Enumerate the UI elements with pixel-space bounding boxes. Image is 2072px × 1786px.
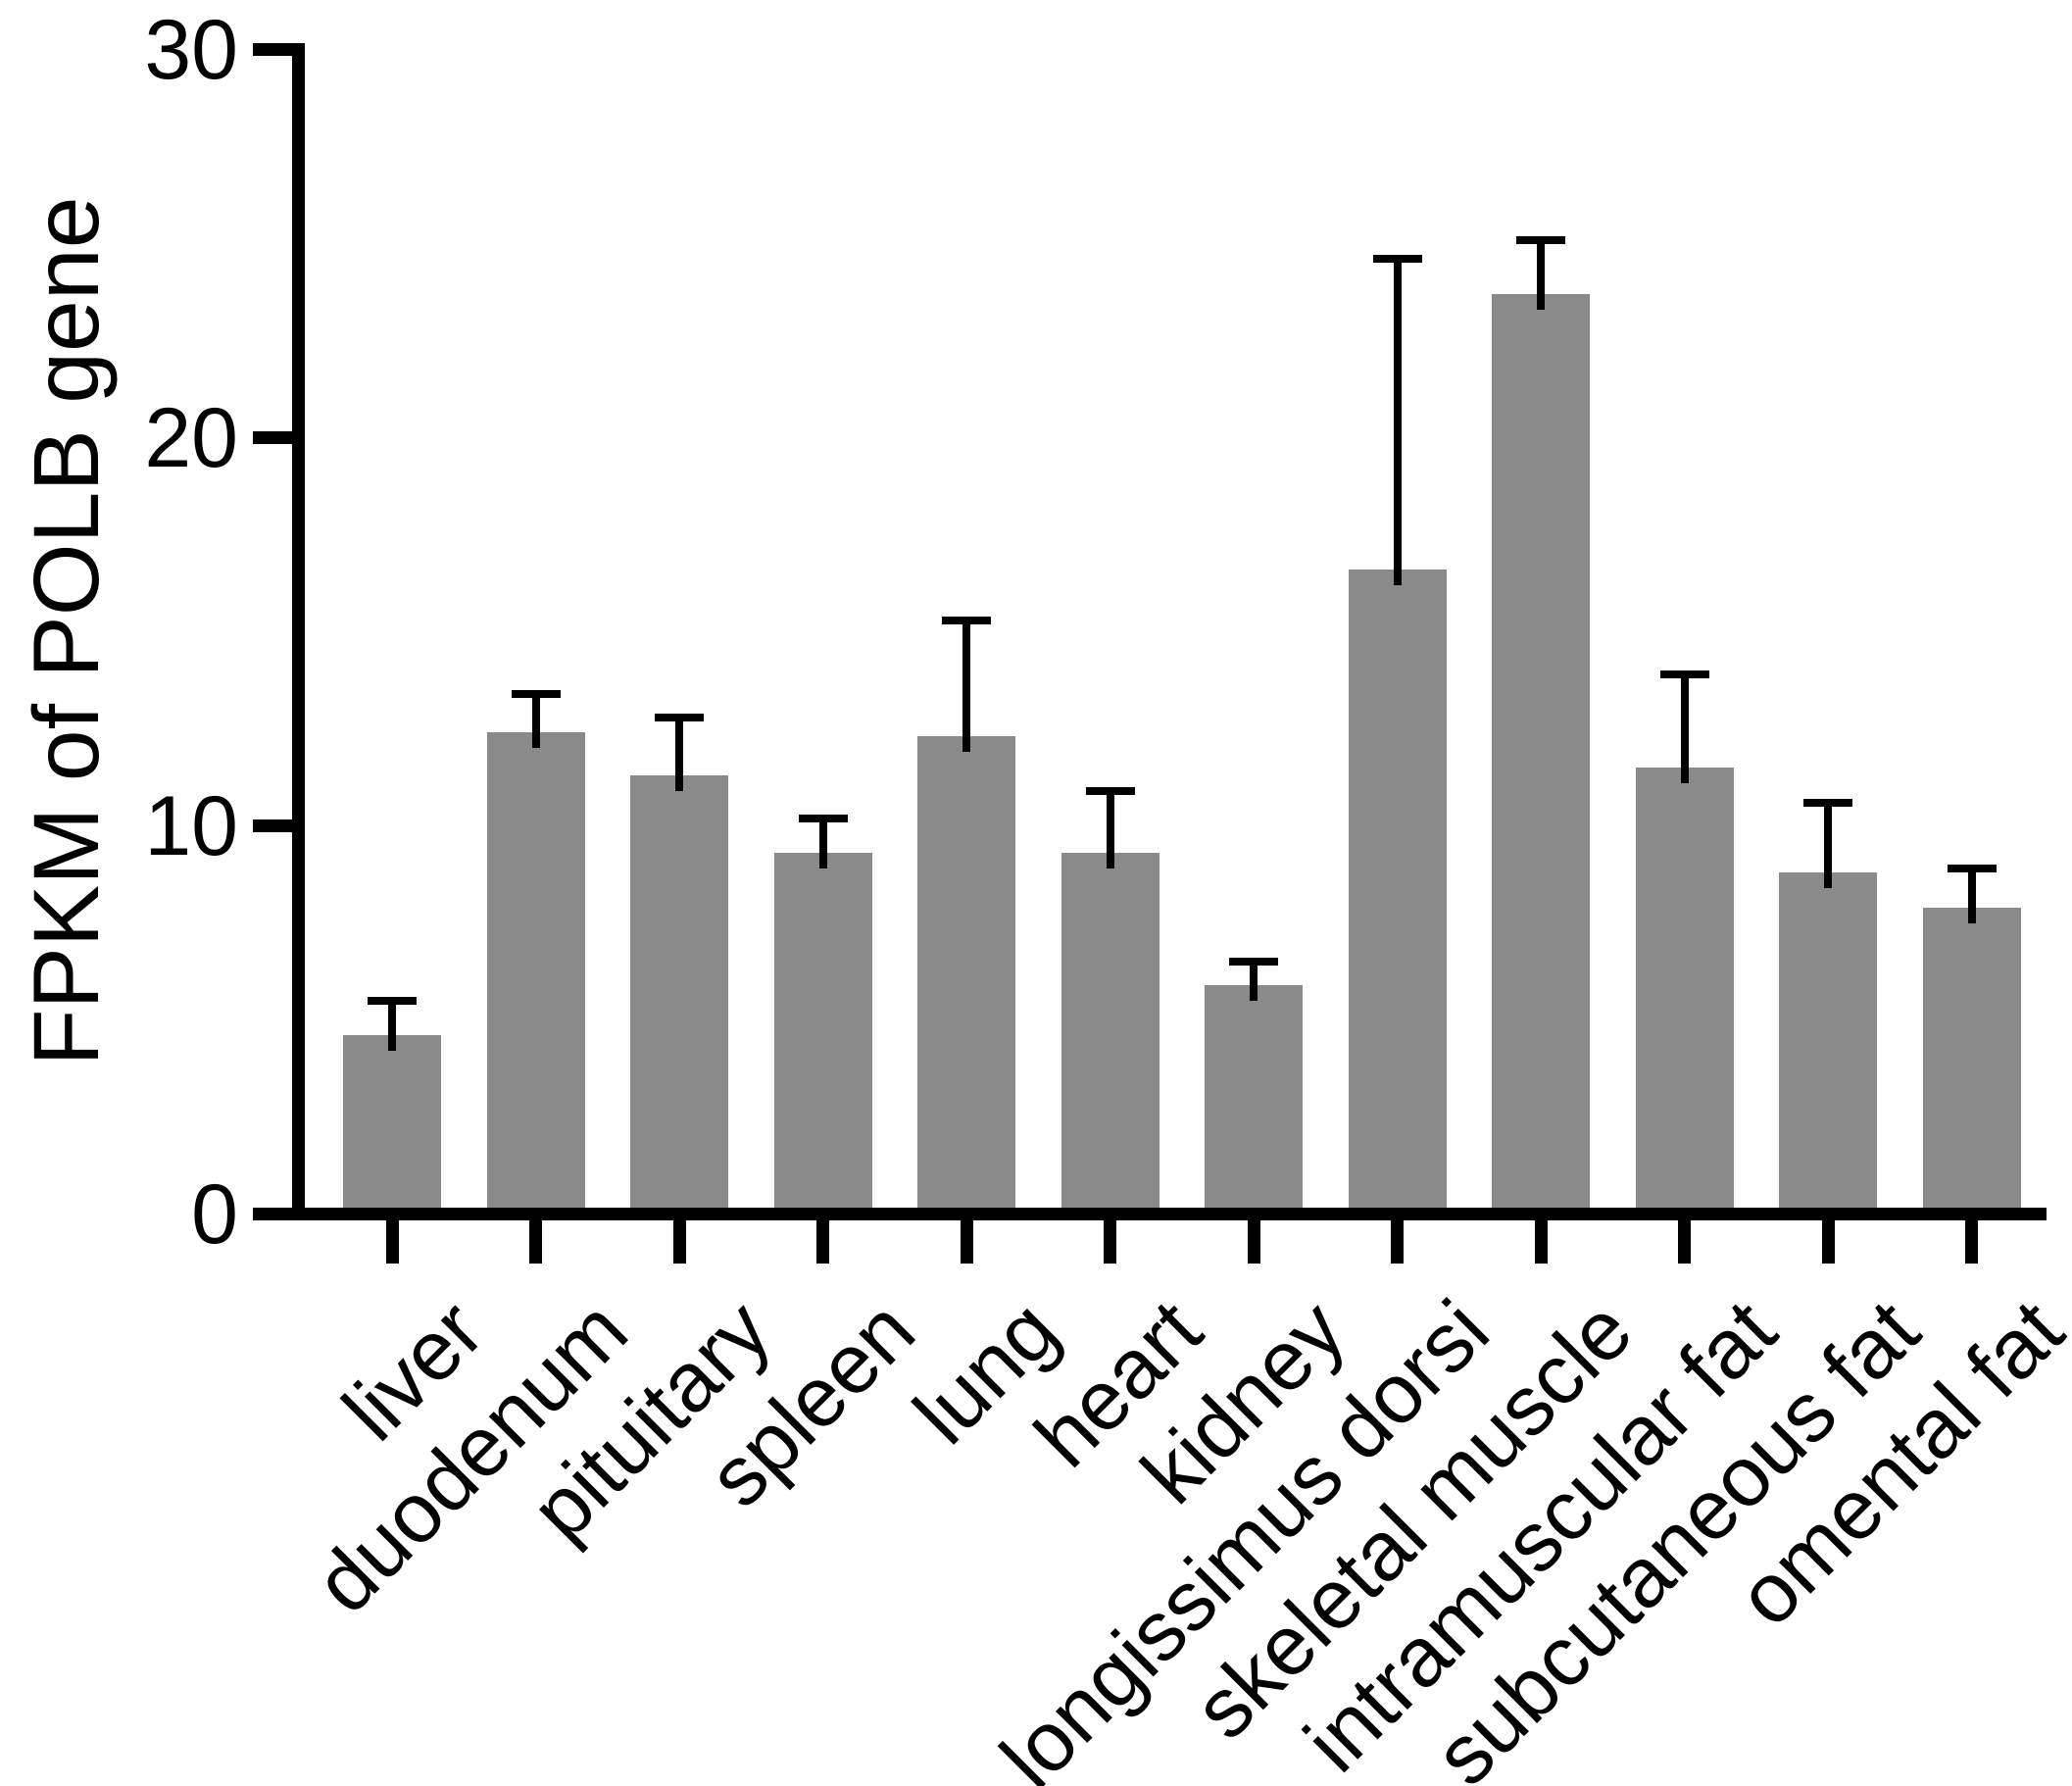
bar: [1348, 570, 1447, 1215]
error-bar-stem: [818, 818, 827, 869]
x-tick: [1965, 1215, 1978, 1264]
bar: [773, 853, 872, 1215]
error-bar-cap: [1516, 235, 1565, 244]
error-bar-stem: [1250, 962, 1258, 1001]
x-tick: [529, 1215, 542, 1264]
y-tick-label: 10: [144, 778, 238, 873]
error-bar-stem: [1680, 674, 1689, 784]
error-bar-cap: [1085, 786, 1135, 795]
x-tick: [1821, 1215, 1835, 1264]
error-bar-cap: [798, 814, 848, 822]
bar: [486, 732, 585, 1215]
error-bar-stem: [1824, 802, 1832, 888]
bar: [630, 775, 728, 1215]
error-bar-cap: [1229, 958, 1278, 967]
error-bar-cap: [1372, 255, 1422, 264]
y-tick-label: 20: [144, 390, 238, 485]
error-bar-stem: [1393, 259, 1402, 586]
bar: [917, 736, 1015, 1215]
x-tick: [1247, 1215, 1260, 1264]
x-tick: [960, 1215, 973, 1264]
error-bar-cap: [1947, 865, 1997, 873]
bar: [1922, 907, 2021, 1215]
error-bar-cap: [655, 713, 704, 721]
bar: [1492, 293, 1590, 1215]
error-bar-stem: [962, 620, 970, 753]
y-tick-label: 30: [144, 2, 238, 97]
error-bar-stem: [1537, 239, 1545, 310]
error-bar-cap: [511, 689, 561, 698]
bar: [1779, 872, 1877, 1215]
error-bar-stem: [1106, 790, 1114, 869]
bar: [1635, 768, 1734, 1215]
error-bar-cap: [368, 996, 417, 1005]
x-tick: [1391, 1215, 1404, 1264]
y-tick: [253, 819, 300, 832]
y-tick: [253, 431, 300, 444]
bar: [343, 1035, 441, 1215]
x-axis-line: [253, 1208, 2047, 1220]
y-tick-label: 0: [191, 1166, 238, 1262]
error-bar-stem: [1967, 868, 1976, 923]
y-axis-line: [292, 43, 305, 1220]
y-tick: [253, 43, 300, 56]
x-tick: [1678, 1215, 1691, 1264]
bar: [1205, 984, 1303, 1215]
x-tick: [1534, 1215, 1548, 1264]
error-bar-cap: [1803, 798, 1852, 807]
error-bar-cap: [1659, 670, 1709, 679]
error-bar-cap: [942, 616, 991, 624]
x-tick: [816, 1215, 829, 1264]
bar: [1061, 853, 1159, 1215]
error-bar-stem: [675, 717, 683, 791]
error-bar-stem: [388, 1000, 396, 1052]
x-tick: [385, 1215, 399, 1264]
x-tick: [1104, 1215, 1116, 1264]
error-bar-stem: [531, 693, 540, 749]
x-tick: [672, 1215, 686, 1264]
